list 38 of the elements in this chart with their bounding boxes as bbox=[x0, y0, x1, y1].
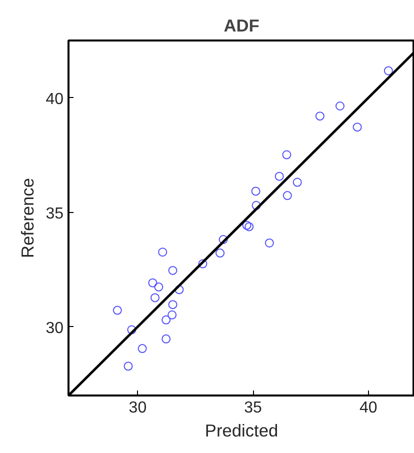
point bbox=[127, 325, 136, 334]
point bbox=[138, 344, 147, 354]
point bbox=[154, 282, 164, 292]
point bbox=[148, 278, 158, 288]
point bbox=[162, 315, 171, 324]
point bbox=[252, 200, 261, 210]
point bbox=[251, 186, 260, 196]
point bbox=[292, 178, 302, 187]
point bbox=[158, 248, 168, 257]
point bbox=[168, 310, 177, 320]
chart-title: ADF bbox=[224, 16, 260, 36]
point bbox=[282, 150, 292, 160]
x-tick-label: 35 bbox=[244, 400, 262, 416]
point bbox=[168, 266, 178, 275]
y-tick-label: 30 bbox=[46, 320, 64, 337]
point bbox=[124, 362, 133, 371]
point bbox=[198, 259, 208, 268]
y-axis-title: Reference bbox=[18, 178, 38, 258]
x-tick-label: 30 bbox=[128, 400, 147, 416]
point bbox=[282, 191, 292, 200]
point bbox=[162, 334, 171, 344]
x-axis-title: Predicted bbox=[204, 420, 278, 440]
point bbox=[168, 300, 178, 310]
point bbox=[218, 235, 228, 244]
point bbox=[216, 248, 225, 258]
point bbox=[352, 122, 362, 132]
point bbox=[335, 102, 344, 110]
point bbox=[242, 220, 252, 230]
point bbox=[384, 66, 393, 76]
y-tick-label: 40 bbox=[46, 90, 64, 108]
point bbox=[244, 222, 254, 232]
point bbox=[274, 172, 284, 181]
point bbox=[112, 306, 122, 315]
y-tick-label: 35 bbox=[46, 205, 64, 222]
point bbox=[315, 112, 324, 121]
x-tick-label: 40 bbox=[359, 400, 378, 416]
point bbox=[264, 238, 274, 248]
point bbox=[150, 293, 160, 302]
